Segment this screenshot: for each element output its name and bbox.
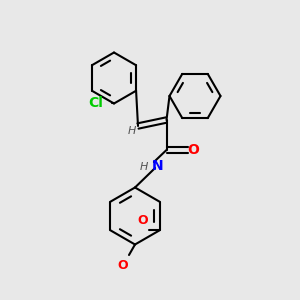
Text: O: O xyxy=(137,214,148,227)
Text: Cl: Cl xyxy=(88,97,104,110)
Text: O: O xyxy=(187,143,199,157)
Text: N: N xyxy=(152,160,164,173)
Text: H: H xyxy=(127,126,136,136)
Text: H: H xyxy=(140,161,148,172)
Text: O: O xyxy=(117,259,128,272)
